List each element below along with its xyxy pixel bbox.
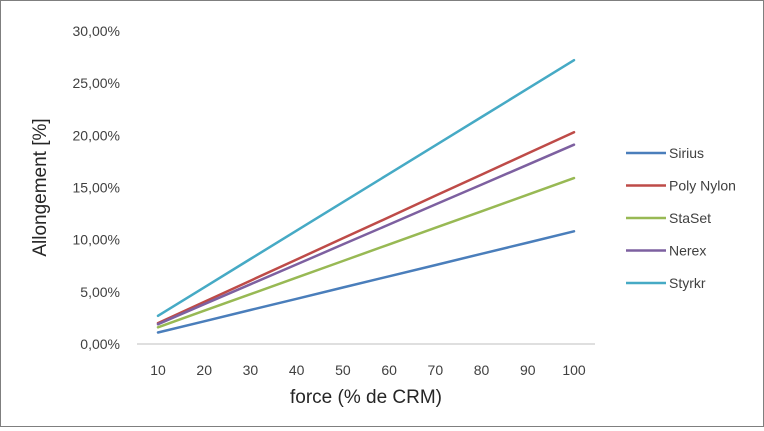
- y-axis-tick-labels: 0,00% 5,00% 10,00% 15,00% 20,00% 25,00% 30,00%: [73, 23, 120, 352]
- x-tick-label: 10: [150, 362, 166, 378]
- y-tick-label: 20,00%: [73, 127, 120, 143]
- y-tick-label: 10,00%: [73, 232, 120, 248]
- x-axis-title: force (% de CRM): [290, 387, 442, 408]
- legend-label-sirius: Sirius: [669, 145, 704, 161]
- legend: Sirius Poly Nylon StaSet Nerex Styrkr: [626, 145, 736, 291]
- series-line-styrkr: [156, 58, 576, 318]
- legend-label-staset: StaSet: [669, 210, 711, 226]
- x-tick-label: 20: [196, 362, 212, 378]
- x-tick-label: 100: [562, 362, 586, 378]
- legend-label-nerex: Nerex: [669, 243, 706, 259]
- y-tick-label: 5,00%: [80, 284, 120, 300]
- x-tick-label: 30: [243, 362, 259, 378]
- x-tick-label: 60: [381, 362, 397, 378]
- x-axis-tick-labels: 10 20 30 40 50 60 70 80 90 100: [150, 362, 586, 378]
- series-line-poly-nylon: [156, 130, 576, 325]
- y-tick-label: 0,00%: [80, 336, 120, 352]
- y-tick-label: 25,00%: [73, 75, 120, 91]
- x-tick-label: 50: [335, 362, 351, 378]
- y-axis-title: Allongement [%]: [30, 118, 51, 256]
- series-line-nerex: [156, 143, 576, 326]
- series-lines: [156, 58, 576, 334]
- y-tick-label: 30,00%: [73, 23, 120, 39]
- x-tick-label: 40: [289, 362, 305, 378]
- x-tick-label: 70: [428, 362, 444, 378]
- series-line-sirius: [156, 230, 576, 334]
- y-tick-label: 15,00%: [73, 180, 120, 196]
- x-tick-label: 80: [474, 362, 490, 378]
- legend-label-styrkr: Styrkr: [669, 275, 706, 291]
- legend-label-poly-nylon: Poly Nylon: [669, 178, 736, 194]
- x-tick-label: 90: [520, 362, 536, 378]
- series-line-staset: [156, 176, 576, 329]
